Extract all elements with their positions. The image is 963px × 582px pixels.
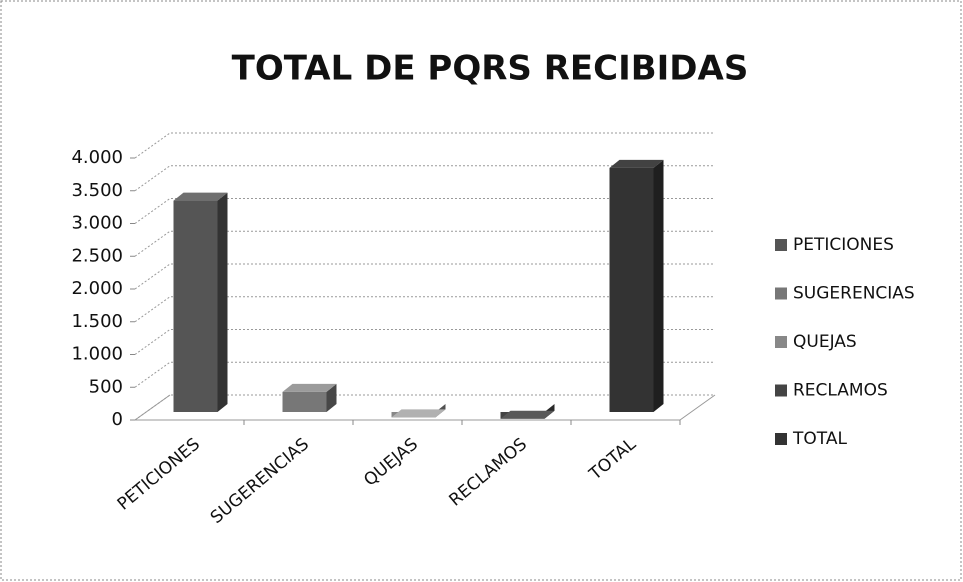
legend-swatch — [775, 384, 787, 397]
y-tick-label: 2.000 — [71, 278, 123, 299]
chart-title: TOTAL DE PQRS RECIBIDAS — [232, 49, 749, 89]
legend-label: TOTAL — [792, 429, 847, 449]
legend-swatch — [775, 336, 787, 348]
bar-top — [173, 192, 228, 201]
bar — [609, 167, 654, 412]
bar-top — [282, 383, 337, 392]
bar-top — [500, 410, 555, 419]
bar — [173, 200, 218, 412]
x-tick-label: RECLAMOS — [445, 434, 530, 510]
y-tick-label: 0 — [112, 409, 123, 430]
bar-top — [391, 409, 446, 418]
bar-side — [217, 192, 228, 412]
x-tick-label: TOTAL — [585, 434, 640, 485]
grid-line — [134, 132, 715, 159]
y-tick-label: 4.000 — [71, 147, 123, 168]
y-tick-label: 2.500 — [71, 245, 123, 266]
legend-swatch — [775, 433, 787, 445]
legend-label: QUEJAS — [793, 332, 857, 352]
y-tick-label: 1.500 — [71, 311, 123, 332]
y-tick-label: 500 — [89, 376, 123, 397]
legend-label: PETICIONES — [793, 235, 894, 255]
bar-side — [653, 159, 664, 412]
legend-label: SUGERENCIAS — [793, 284, 915, 304]
bar-side — [326, 383, 337, 412]
legend-swatch — [775, 287, 787, 300]
y-tick-label: 3.500 — [71, 180, 123, 201]
y-tick-label: 3.000 — [71, 213, 123, 234]
axis-line — [679, 394, 716, 421]
legend-label: RECLAMOS — [793, 381, 888, 401]
legend-swatch — [775, 239, 787, 251]
x-tick-label: PETICIONES — [114, 434, 204, 514]
y-tick-label: 1.000 — [71, 344, 123, 365]
x-tick-label: SUGERENCIAS — [207, 434, 313, 528]
bar — [282, 391, 327, 412]
bar-top — [609, 159, 664, 168]
x-tick-label: QUEJAS — [360, 434, 422, 490]
